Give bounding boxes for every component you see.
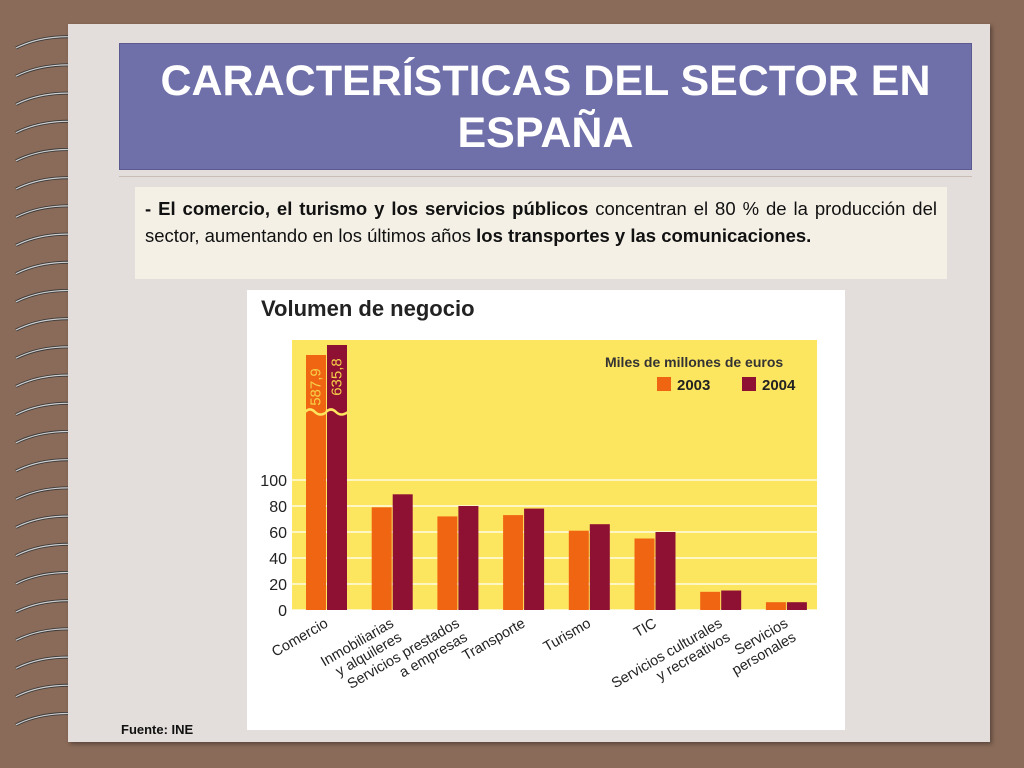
bar-2004-1 [392, 494, 413, 610]
y-tick-label: 100 [260, 473, 287, 490]
title-divider [119, 176, 972, 177]
bar-2004-7 [786, 602, 807, 610]
title-box: CARACTERÍSTICAS DEL SECTOR EN ESPAÑA [119, 43, 972, 170]
legend-label-2003: 2003 [677, 377, 710, 394]
legend-swatch-2003 [657, 377, 671, 391]
y-tick-label: 80 [269, 499, 287, 516]
bar-2003-6 [700, 591, 721, 610]
bar-2004-5 [655, 532, 676, 610]
category-label: Serviciospersonales [721, 616, 798, 679]
y-tick-label: 20 [269, 577, 287, 594]
bar-chart: 0 20 40 60 80 100 Volumen de negocio Miles de m… [260, 296, 817, 706]
data-label-2004: 635,8 [328, 358, 345, 396]
y-tick-label: 0 [278, 603, 287, 620]
bar-2003-0 [306, 355, 326, 610]
bar-2003-1 [371, 507, 392, 610]
legend-label-2004: 2004 [762, 377, 796, 394]
legend-swatch-2004 [742, 377, 756, 391]
bar-2003-4 [568, 530, 589, 610]
bar-2004-4 [589, 524, 610, 610]
bar-2003-5 [634, 538, 655, 610]
bar-2004-6 [721, 590, 742, 610]
category-label: Servicios culturalesy recreativos [609, 616, 733, 706]
category-label: Transporte [460, 616, 528, 665]
bar-2003-3 [503, 515, 524, 610]
data-label-2003: 587,9 [307, 368, 324, 406]
axis-break-mark [325, 408, 349, 416]
source-note: Fuente: INE [121, 722, 194, 737]
summary-bold-1: El comercio, el turismo y los servicios … [158, 198, 589, 219]
slide-title: CARACTERÍSTICAS DEL SECTOR EN ESPAÑA [160, 56, 931, 157]
summary-dash: - [145, 198, 159, 219]
chart-title: Volumen de negocio [261, 296, 475, 321]
category-label: Turismo [541, 616, 594, 656]
summary-textbox: - El comercio, el turismo y los servicio… [135, 187, 947, 279]
category-label: TIC [631, 616, 659, 642]
bar-2003-7 [765, 602, 786, 610]
y-tick-label: 40 [269, 551, 287, 568]
summary-text: concentran el 80 % de la producción del … [145, 198, 937, 246]
y-tick-label: 60 [269, 525, 287, 542]
legend-unit-label: Miles de millones de euros [605, 354, 783, 370]
bar-2004-2 [458, 506, 479, 610]
plot-area [292, 340, 817, 610]
bar-2003-2 [437, 516, 458, 610]
summary-bold-2: los transportes y las comunicaciones. [476, 225, 812, 246]
bar-2004-3 [524, 508, 545, 610]
chart-panel: 0 20 40 60 80 100 Volumen de negocio Miles de m… [247, 290, 845, 730]
axis-break-mark [304, 408, 328, 416]
bar-2004-0 [327, 345, 347, 610]
